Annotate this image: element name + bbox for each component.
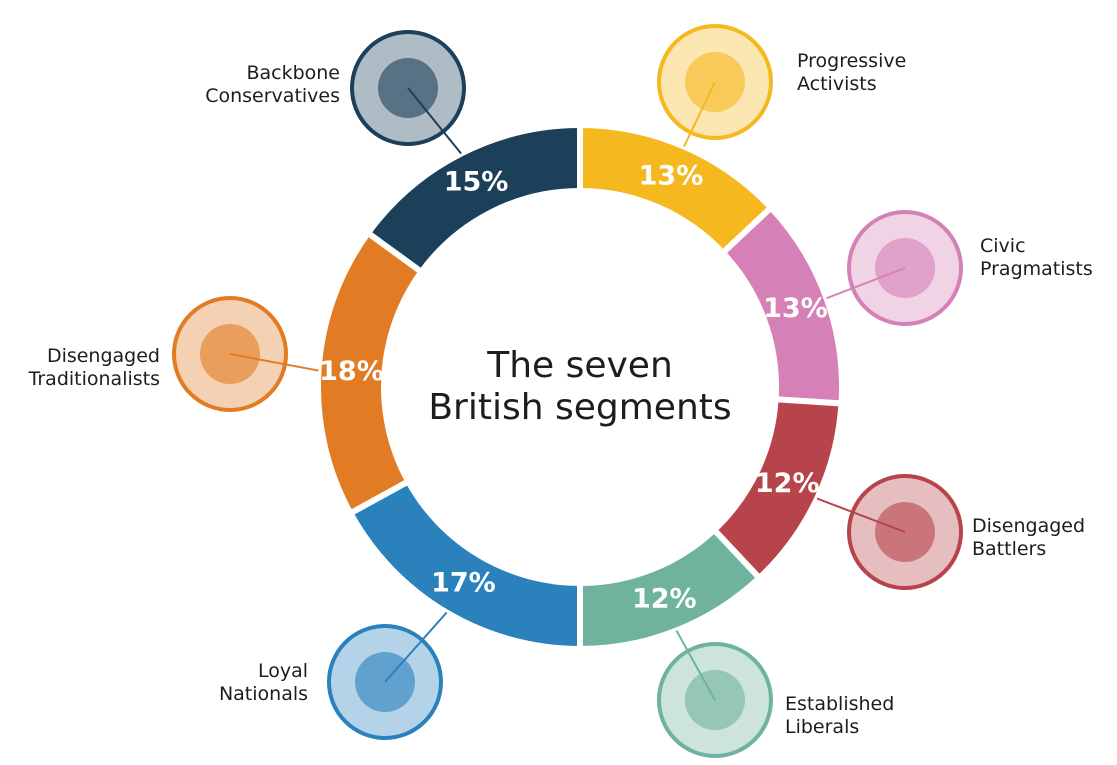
segment-icon-inner — [875, 502, 935, 562]
segment-icon-inner — [378, 58, 438, 118]
value-label: 12% — [755, 468, 820, 499]
segment-label: Established Liberals — [785, 693, 895, 738]
value-label: 17% — [431, 568, 496, 599]
segment-label: Disengaged Battlers — [972, 515, 1086, 560]
value-label: 18% — [319, 356, 384, 387]
chart-title: The seven British segments — [428, 345, 732, 428]
segment-icon-inner — [875, 238, 935, 298]
segment-icon-inner — [200, 324, 260, 384]
segment-icon-inner — [685, 670, 745, 730]
segment-label: Loyal Nationals — [218, 660, 309, 705]
segment-label: Disengaged Traditionalists — [28, 345, 160, 390]
segment-label: Backbone Conservatives — [205, 62, 340, 107]
segment-label: Civic Pragmatists — [980, 235, 1093, 280]
value-label: 15% — [444, 166, 509, 197]
value-label: 13% — [639, 160, 704, 191]
segment-label: Progressive Activists — [797, 50, 907, 95]
value-label: 12% — [632, 583, 697, 614]
segment-icon-inner — [685, 52, 745, 112]
donut-segment — [346, 477, 583, 653]
segment-icon-inner — [355, 652, 415, 712]
value-label: 13% — [763, 293, 828, 324]
donut-segment — [363, 121, 583, 276]
